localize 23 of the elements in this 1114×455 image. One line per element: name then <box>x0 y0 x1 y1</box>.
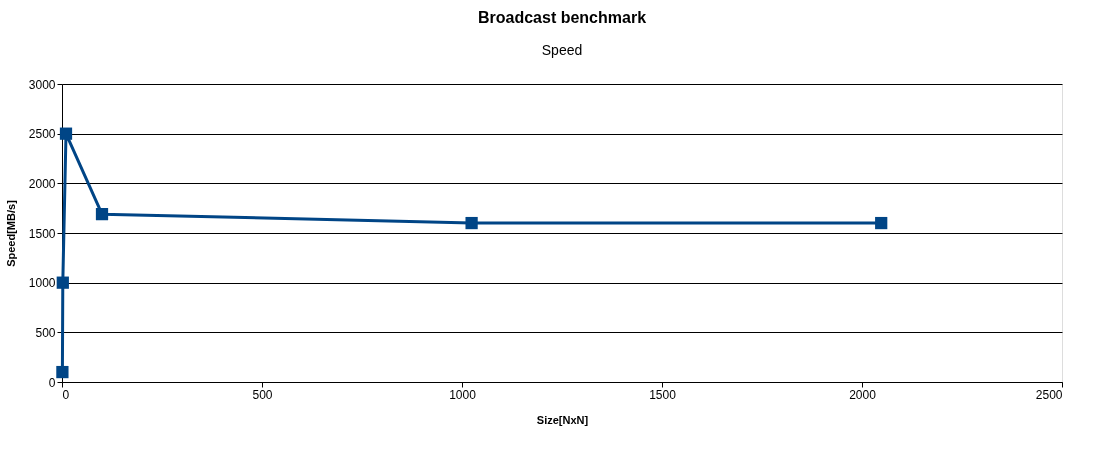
chart-title: Broadcast benchmark <box>477 9 647 26</box>
chart-subtitle: Speed <box>541 42 583 58</box>
y-tick-label: 1000 <box>28 276 56 291</box>
point <box>59 127 73 140</box>
point <box>56 276 69 289</box>
y-tick-label: 500 <box>35 325 56 340</box>
y-tick-label: 0 <box>48 375 56 390</box>
x-tick-label: 2000 <box>849 387 877 402</box>
x-tick-label: 1500 <box>649 387 677 402</box>
point <box>465 216 478 230</box>
y-tick-label: 2000 <box>28 176 56 191</box>
x-tick-label: 0 <box>62 387 70 402</box>
point <box>875 216 888 230</box>
y-axis-title: Speed[MB/s] <box>4 199 17 267</box>
x-tick-label: 2500 <box>1035 387 1063 402</box>
y-tick-label: 3000 <box>28 77 56 92</box>
y-tick-label: 1500 <box>28 226 56 241</box>
y-tick-label: 2500 <box>28 127 56 142</box>
point <box>95 208 109 221</box>
x-axis-title: Size[NxN] <box>536 413 589 426</box>
point <box>56 365 69 379</box>
x-tick-label: 500 <box>252 387 273 402</box>
x-tick-label: 1000 <box>449 387 477 402</box>
